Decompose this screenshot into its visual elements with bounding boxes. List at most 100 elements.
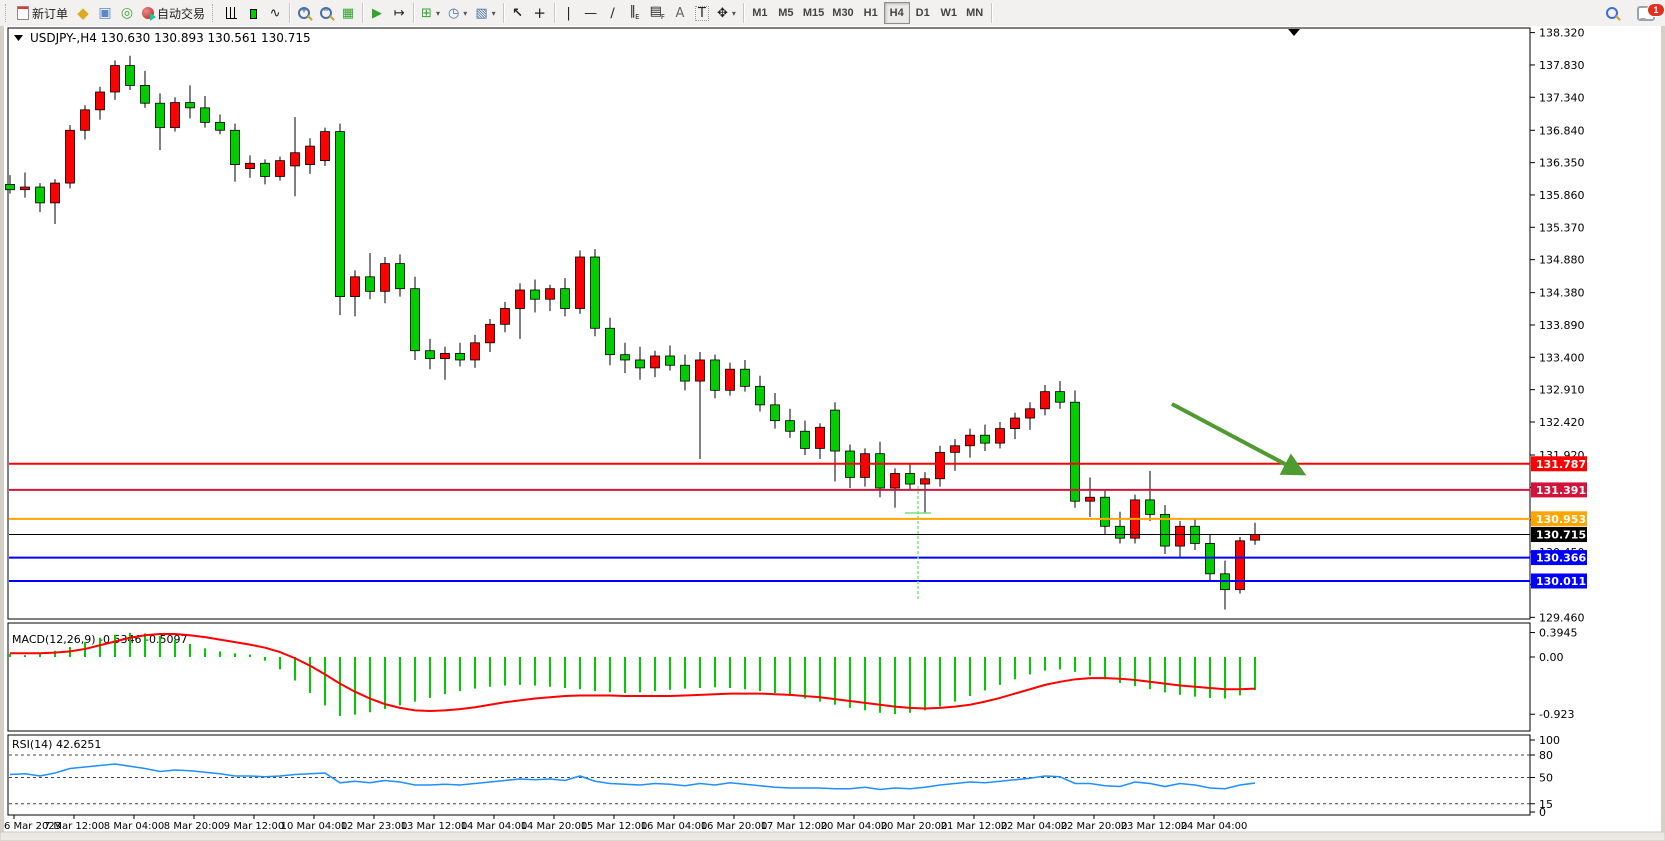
toolbar-grip[interactable] bbox=[5, 4, 10, 22]
price-pane[interactable] bbox=[7, 27, 1531, 620]
periods-button[interactable]: ◷ ▾ bbox=[444, 2, 471, 24]
new-chart-button[interactable]: ⊞ ▾ bbox=[417, 2, 444, 24]
candle-up bbox=[1010, 417, 1020, 430]
line-chart-icon: ∿ bbox=[269, 5, 281, 21]
candle-up bbox=[935, 451, 945, 480]
cursor-button[interactable]: ↖ bbox=[507, 2, 529, 24]
chart-shift-marker[interactable] bbox=[1288, 29, 1300, 36]
candle-down bbox=[785, 420, 795, 432]
time-tick-label: 13 Mar 12:00 bbox=[401, 821, 468, 832]
price-tick-label: 137.830 bbox=[1539, 59, 1585, 72]
timeframe-d1-button[interactable]: D1 bbox=[910, 2, 936, 24]
candle-up bbox=[1235, 540, 1245, 591]
timeframe-h1-button[interactable]: H1 bbox=[858, 2, 884, 24]
time-tick-label: 20 Mar 20:00 bbox=[881, 821, 948, 832]
rsi-pane[interactable] bbox=[7, 734, 1531, 816]
time-tick-label: 20 Mar 04:00 bbox=[821, 821, 888, 832]
candle-down bbox=[560, 288, 570, 309]
candle-up bbox=[890, 473, 900, 489]
candle-up bbox=[575, 256, 585, 309]
horizontal-lines[interactable]: 131.787 131.391 130.953 130.715 130.366 130.0… bbox=[9, 456, 1587, 589]
candle-down bbox=[140, 85, 150, 104]
price-tag-label: 131.787 bbox=[1536, 458, 1586, 471]
line-chart-button[interactable]: ∿ bbox=[264, 2, 286, 24]
timeframe-mn-button[interactable]: MN bbox=[962, 2, 988, 24]
chart-shift-button[interactable]: ↦ bbox=[388, 2, 410, 24]
new-chart-icon: ⊞ bbox=[421, 5, 432, 21]
timeframe-m1-button[interactable]: M1 bbox=[747, 2, 773, 24]
timeframe-m15-button[interactable]: M15 bbox=[799, 2, 828, 24]
bars-chart-button[interactable] bbox=[220, 2, 242, 24]
rsi-axis-label: 50 bbox=[1539, 772, 1553, 785]
arrows-button[interactable]: ✥ ▾ bbox=[713, 2, 740, 24]
macd-pane[interactable] bbox=[7, 622, 1531, 732]
signals-button[interactable]: ◎ bbox=[116, 2, 138, 24]
time-tick-label: 16 Mar 20:00 bbox=[701, 821, 768, 832]
chart-area[interactable]: 138.320 137.830 137.340 136.840 136.350 135.8… bbox=[0, 26, 1665, 841]
fibonacci-button[interactable]: ▤F bbox=[646, 2, 669, 24]
price-tick-label: 134.880 bbox=[1539, 254, 1585, 267]
crosshair-button[interactable]: + bbox=[529, 2, 551, 24]
candle-up bbox=[545, 288, 555, 300]
candle-down bbox=[410, 288, 420, 352]
community-button[interactable]: ▣ bbox=[94, 2, 116, 24]
candle-up bbox=[1250, 534, 1260, 541]
text-label-button[interactable]: T bbox=[691, 2, 713, 24]
gem-icon: ◆ bbox=[77, 3, 89, 22]
trendline-icon: ∕ bbox=[610, 5, 615, 21]
timeframe-h4-button[interactable]: H4 bbox=[883, 2, 910, 24]
price-tick-label: 138.320 bbox=[1539, 27, 1585, 40]
timeframe-m5-button[interactable]: M5 bbox=[773, 2, 799, 24]
text-button[interactable]: A bbox=[669, 2, 691, 24]
price-chart-svg[interactable]: 138.320 137.830 137.340 136.840 136.350 135.8… bbox=[0, 26, 1665, 841]
auto-trading-button[interactable]: 自动交易 bbox=[138, 2, 209, 24]
vertical-line-button[interactable]: | bbox=[558, 2, 580, 24]
rsi-indicator[interactable]: RSI(14) 42.6251 100 80 50 150 bbox=[9, 734, 1560, 819]
auto-scroll-button[interactable]: ▶ bbox=[366, 2, 388, 24]
zoom-in-button[interactable]: + bbox=[293, 2, 315, 24]
horizontal-line-button[interactable]: — bbox=[580, 2, 602, 24]
candle-up bbox=[245, 162, 255, 169]
trend-arrow[interactable] bbox=[1171, 402, 1307, 476]
candle-down bbox=[35, 186, 45, 204]
zoom-out-button[interactable]: − bbox=[315, 2, 337, 24]
templates-button[interactable]: ▧ ▾ bbox=[471, 2, 499, 24]
candle-down bbox=[1115, 525, 1125, 539]
candle-up bbox=[920, 478, 930, 485]
candle-down bbox=[620, 354, 630, 361]
new-order-label: 新订单 bbox=[32, 6, 69, 21]
toolbar-grip[interactable] bbox=[212, 4, 217, 22]
rsi-axis-label: 100 bbox=[1539, 734, 1560, 747]
macd-axis-label: 0.00 bbox=[1539, 651, 1564, 664]
horizontal-line-icon: — bbox=[584, 5, 598, 21]
candles-chart-button[interactable] bbox=[242, 2, 264, 24]
equidistant-channel-button[interactable]: ∥E bbox=[624, 2, 646, 24]
candle-up bbox=[320, 131, 330, 162]
time-tick-label: 8 Mar 04:00 bbox=[104, 821, 164, 832]
wizard-button[interactable]: ◆ bbox=[72, 2, 94, 24]
time-tick-label: 7 Mar 12:00 bbox=[44, 821, 104, 832]
search-button[interactable] bbox=[1601, 2, 1623, 24]
symbol-dropdown-icon[interactable] bbox=[14, 35, 23, 41]
candle-down bbox=[530, 289, 540, 300]
tile-windows-button[interactable]: ▦ bbox=[337, 2, 359, 24]
new-order-button[interactable]: 新订单 bbox=[13, 2, 72, 24]
vertical-line-icon: | bbox=[566, 5, 571, 21]
timeframe-m30-button[interactable]: M30 bbox=[828, 2, 857, 24]
price-tag bbox=[1531, 527, 1587, 543]
toolbar-separator bbox=[502, 3, 504, 23]
timeframe-w1-button[interactable]: W1 bbox=[936, 2, 962, 24]
candle-up bbox=[20, 186, 30, 191]
price-tick-label: 134.380 bbox=[1539, 287, 1585, 300]
rsi-label: RSI(14) 42.6251 bbox=[12, 738, 101, 751]
time-tick-label: 8 Mar 20:00 bbox=[164, 821, 224, 832]
candle-up bbox=[965, 434, 975, 447]
notifications-button[interactable]: 1 bbox=[1633, 2, 1664, 24]
chart-panes[interactable] bbox=[7, 27, 1531, 816]
trendline-button[interactable]: ∕ bbox=[602, 2, 624, 24]
candle-up bbox=[500, 308, 510, 325]
time-tick-label: 14 Mar 20:00 bbox=[521, 821, 588, 832]
macd-indicator[interactable]: MACD(12,26,9) -0.5346 -0.5097 0.39450.00-… bbox=[9, 627, 1578, 722]
candle-up bbox=[290, 152, 300, 167]
